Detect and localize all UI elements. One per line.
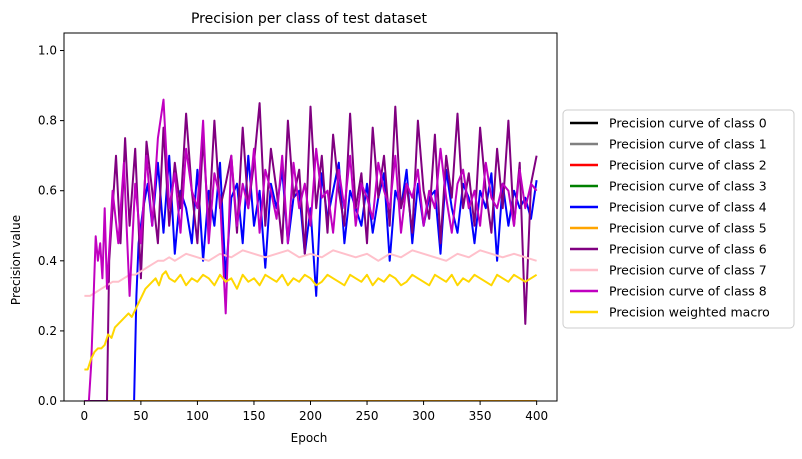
series-line-6 [84, 102, 538, 401]
x-tick-label: 50 [133, 409, 148, 423]
y-tick-label: 0.2 [38, 324, 57, 338]
legend-entry-label: Precision curve of class 3 [609, 179, 767, 194]
legend: Precision curve of class 0 Precision curv… [562, 109, 795, 329]
plot-lines [84, 98, 538, 401]
x-tick-label: 0 [81, 409, 89, 423]
legend-box [562, 109, 795, 329]
series-line-9 [84, 270, 538, 371]
legend-entry-label: Precision curve of class 4 [609, 200, 767, 215]
series-line-8 [84, 98, 538, 401]
x-tick-label: 150 [243, 409, 266, 423]
y-tick-label: 0.8 [38, 114, 57, 128]
series-line-7 [84, 249, 537, 297]
chart-title: Precision per class of test dataset [191, 11, 428, 27]
legend-entry-label: Precision curve of class 2 [609, 158, 767, 173]
y-tick-label: 0.0 [38, 394, 57, 408]
y-tick-label: 1.0 [38, 44, 57, 58]
legend-entry-label: Precision weighted macro [609, 305, 770, 320]
x-tick-label: 300 [412, 409, 435, 423]
x-tick-label: 400 [525, 409, 548, 423]
legend-entry-label: Precision curve of class 8 [609, 284, 767, 299]
x-tick-label: 250 [356, 409, 379, 423]
x-tick-label: 350 [469, 409, 492, 423]
x-axis-title: Epoch [291, 431, 328, 445]
legend-entry-label: Precision curve of class 7 [609, 263, 767, 278]
x-tick-label: 100 [186, 409, 209, 423]
legend-entry-label: Precision curve of class 5 [609, 221, 767, 236]
x-tick-label: 200 [299, 409, 322, 423]
y-axis-title: Precision value [9, 215, 23, 305]
y-tick-label: 0.4 [38, 254, 57, 268]
x-axis-ticks: 0 50 100 150 200 250 300 350 400 [81, 401, 548, 423]
legend-entry-label: Precision curve of class 0 [609, 116, 767, 131]
y-axis-ticks: 0.0 0.2 0.4 0.6 0.8 1.0 [38, 44, 64, 408]
y-tick-label: 0.6 [38, 184, 57, 198]
legend-entry-label: Precision curve of class 6 [609, 242, 767, 257]
legend-entry-label: Precision curve of class 1 [609, 137, 767, 152]
